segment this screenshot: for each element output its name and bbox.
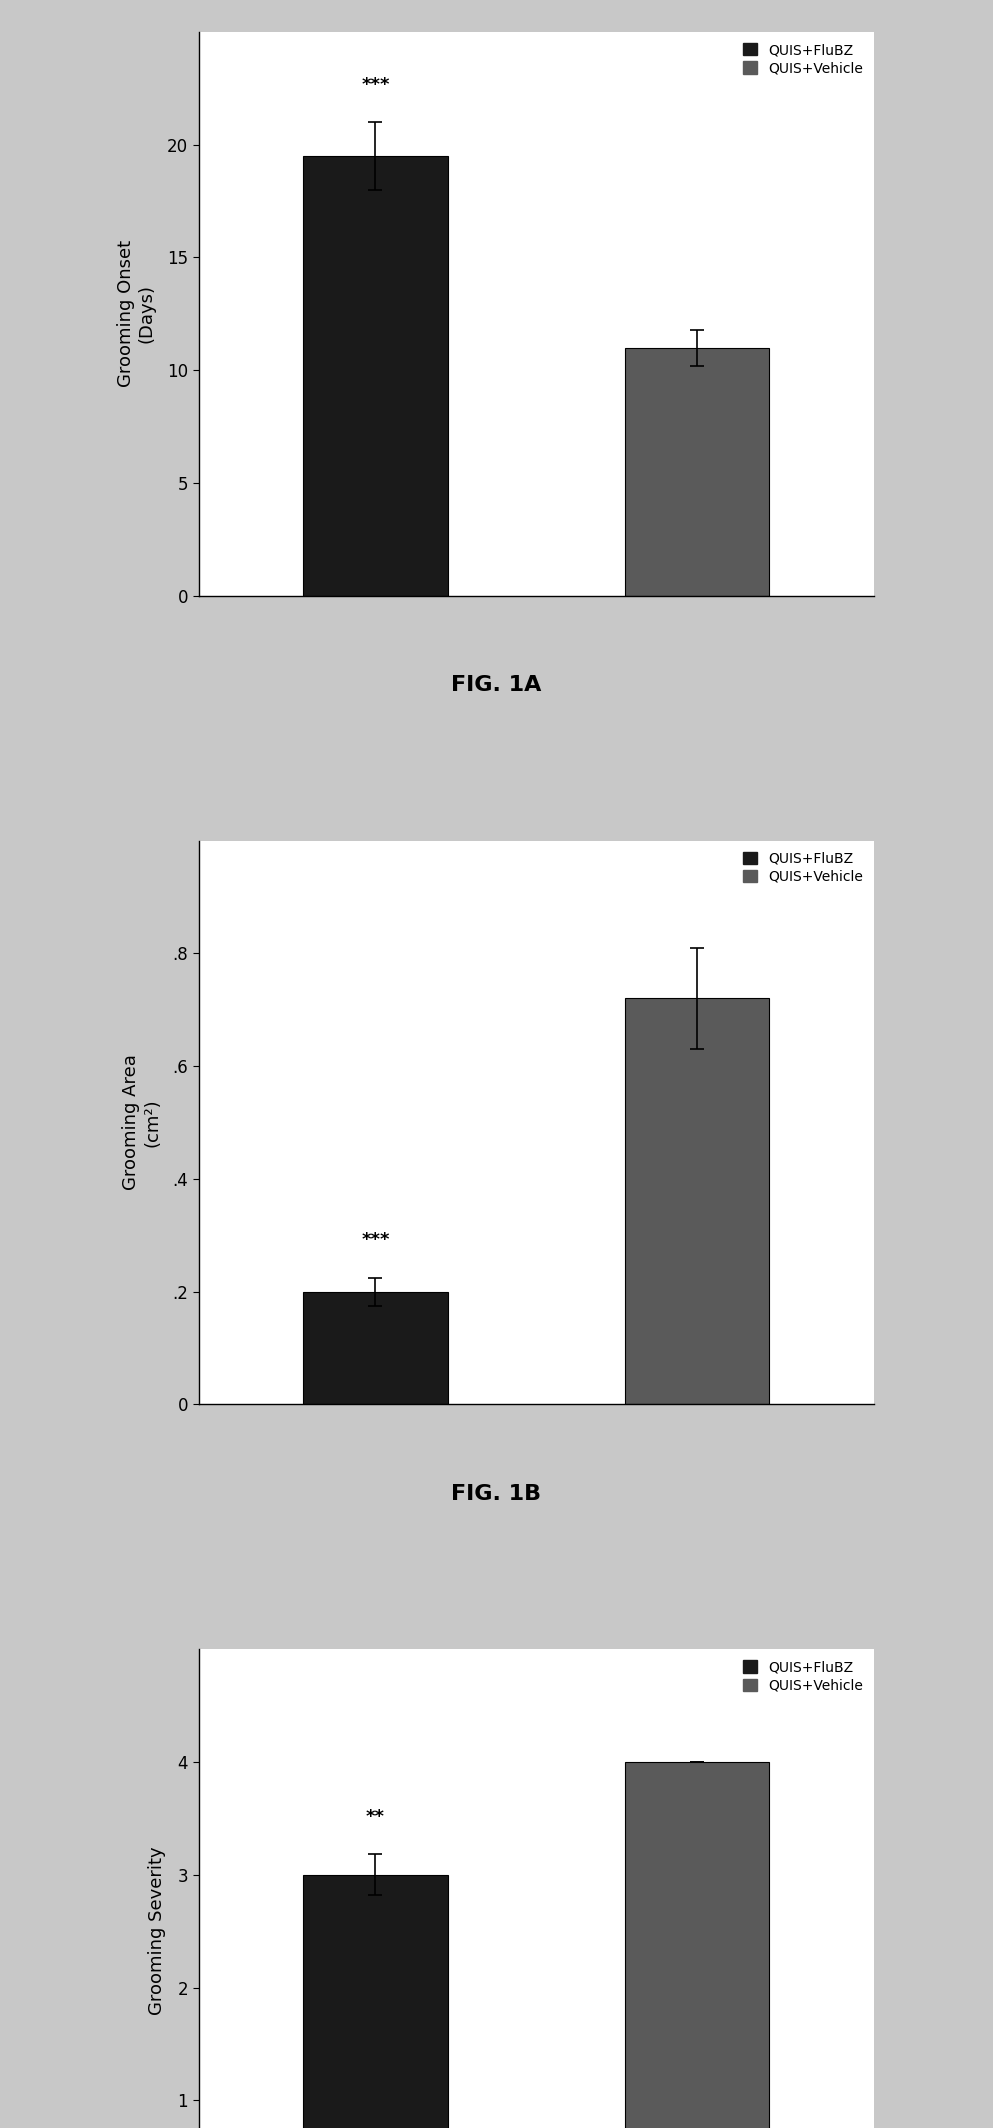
Bar bbox=[303, 155, 448, 596]
Y-axis label: Grooming Severity: Grooming Severity bbox=[148, 1847, 167, 2015]
Legend: QUIS+FluBZ, QUIS+Vehicle: QUIS+FluBZ, QUIS+Vehicle bbox=[739, 38, 867, 79]
Text: ***: *** bbox=[361, 77, 389, 94]
Bar bbox=[303, 1292, 448, 1404]
Y-axis label: Grooming Area
(cm²): Grooming Area (cm²) bbox=[122, 1055, 161, 1190]
Bar bbox=[303, 1875, 448, 2128]
Bar bbox=[625, 998, 770, 1404]
Legend: QUIS+FluBZ, QUIS+Vehicle: QUIS+FluBZ, QUIS+Vehicle bbox=[739, 847, 867, 887]
Text: ***: *** bbox=[361, 1232, 389, 1249]
Bar bbox=[625, 347, 770, 596]
Text: FIG. 1A: FIG. 1A bbox=[451, 675, 542, 696]
Text: FIG. 1B: FIG. 1B bbox=[452, 1483, 541, 1504]
Y-axis label: Grooming Onset
(Days): Grooming Onset (Days) bbox=[117, 240, 156, 387]
Text: **: ** bbox=[366, 1809, 385, 1826]
Bar bbox=[625, 1762, 770, 2128]
Legend: QUIS+FluBZ, QUIS+Vehicle: QUIS+FluBZ, QUIS+Vehicle bbox=[739, 1656, 867, 1696]
